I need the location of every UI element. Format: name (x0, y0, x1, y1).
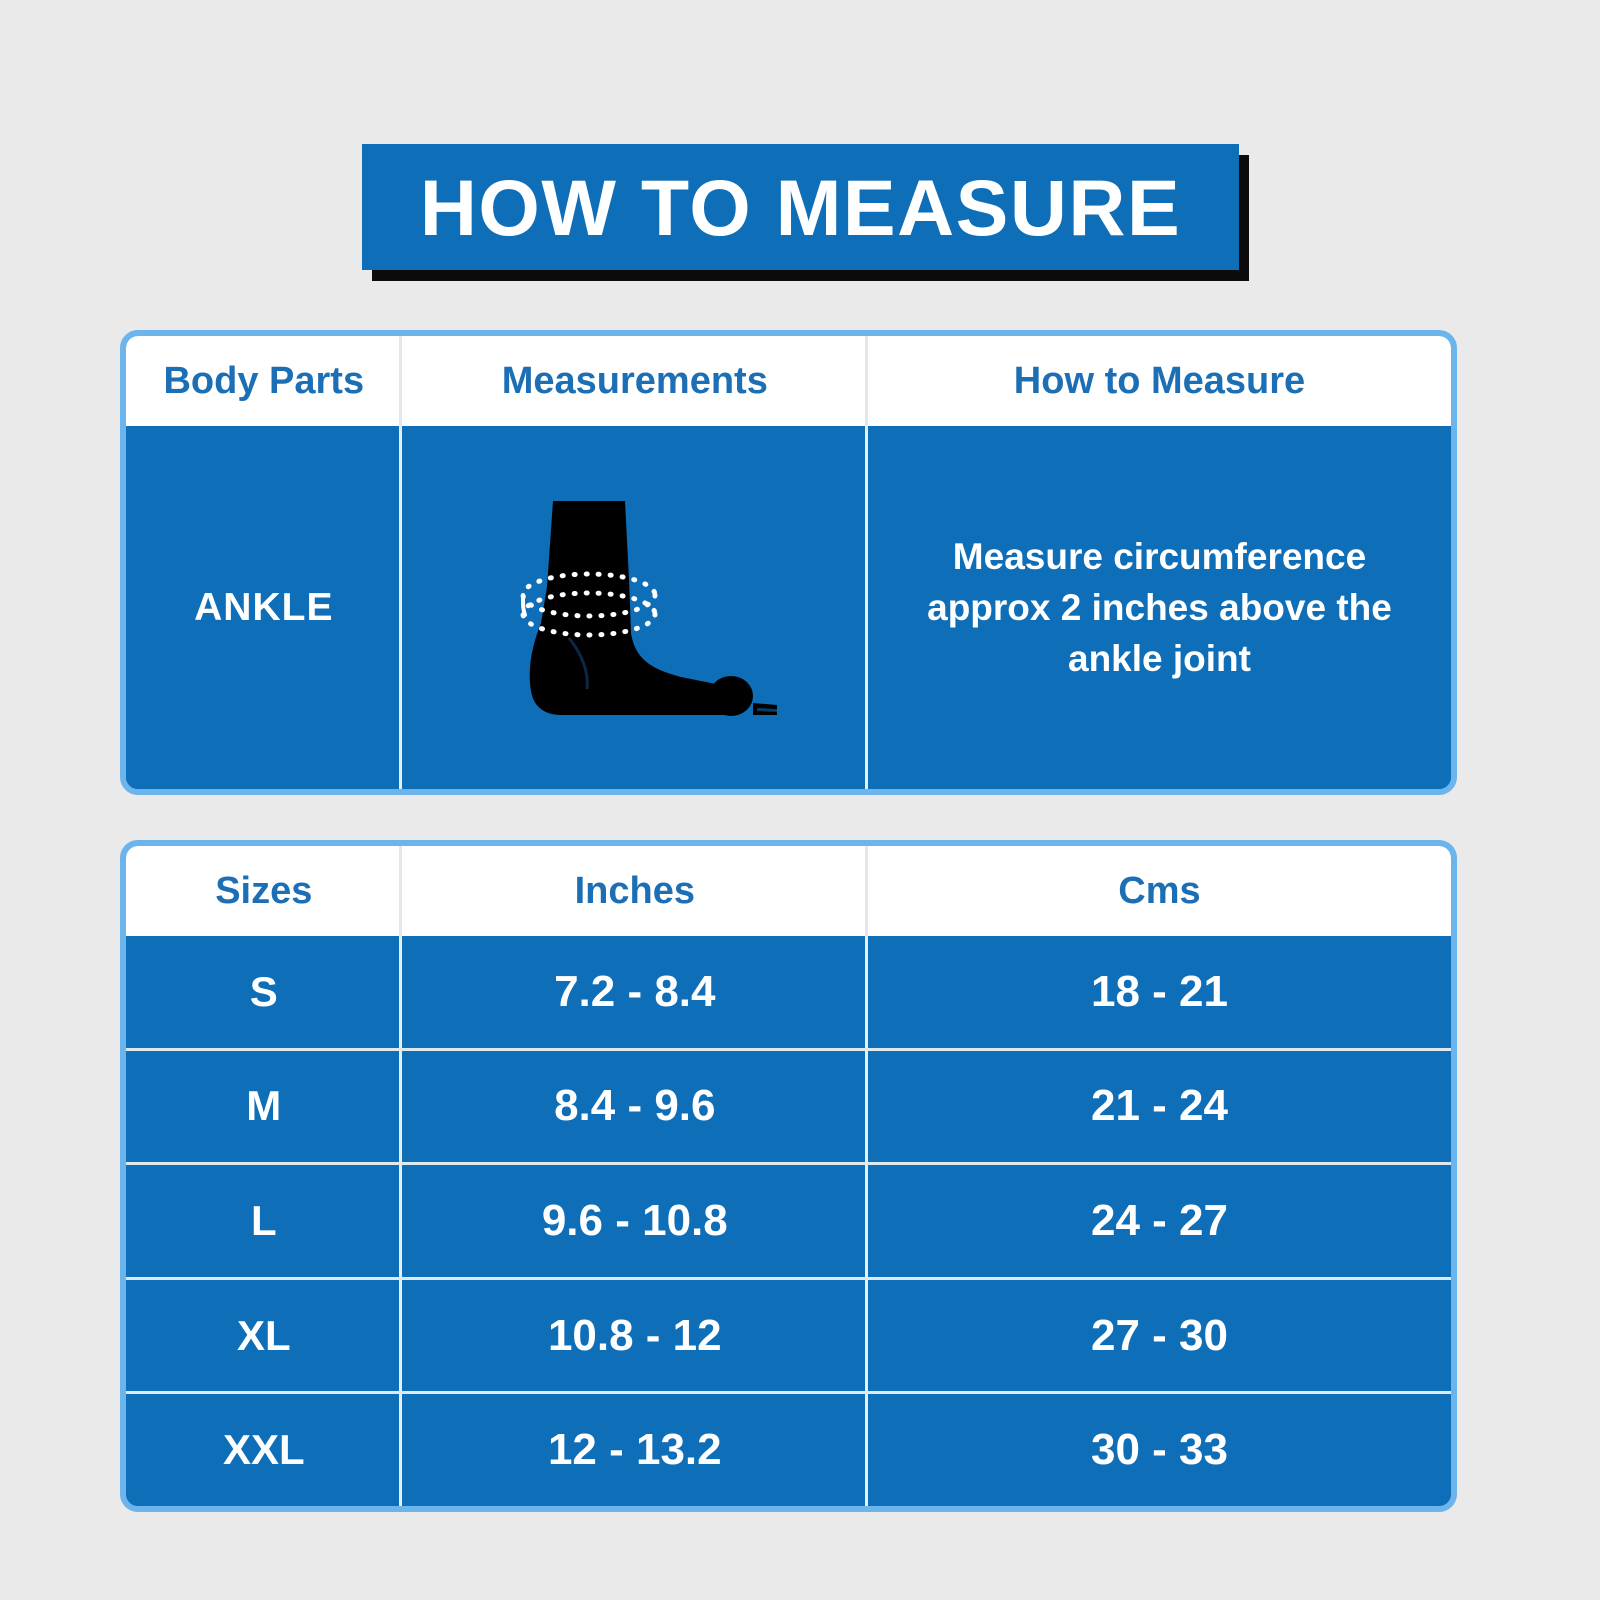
cms-value: 18 - 21 (1091, 966, 1228, 1016)
measuring-tape-dotted-band (520, 571, 658, 637)
cell-cms: 27 - 30 (868, 1280, 1451, 1392)
cell-cms: 21 - 24 (868, 1051, 1451, 1163)
measure-table: Body Parts Measurements How to Measure A… (126, 336, 1451, 789)
header-measurements: Measurements (402, 336, 869, 426)
cell-cms: 24 - 27 (868, 1165, 1451, 1277)
inches-value: 7.2 - 8.4 (554, 966, 716, 1016)
inches-value: 12 - 13.2 (547, 1425, 722, 1475)
size-chart-card: Sizes Inches Cms S 7.2 - 8.4 18 - 21 M 8… (120, 840, 1457, 1512)
header-sizes: Sizes (126, 846, 402, 936)
header-body-parts: Body Parts (126, 336, 402, 426)
size-label: XL (236, 1311, 291, 1359)
body-part-label: ANKLE (194, 585, 334, 629)
table-row: XXL 12 - 13.2 30 - 33 (126, 1391, 1451, 1506)
cell-size: XL (126, 1279, 402, 1392)
header-how-to-measure: How to Measure (1013, 359, 1306, 402)
size-label: L (250, 1196, 277, 1244)
cell-cms: 18 - 21 (868, 936, 1451, 1048)
table-row: L 9.6 - 10.8 24 - 27 (126, 1162, 1451, 1277)
cms-value: 30 - 33 (1091, 1425, 1228, 1475)
title-banner-fill: HOW TO MEASURE (362, 144, 1239, 270)
page-title: HOW TO MEASURE (419, 162, 1182, 252)
cms-value: 27 - 30 (1091, 1310, 1228, 1360)
cms-value: 24 - 27 (1091, 1195, 1228, 1245)
inches-value: 9.6 - 10.8 (541, 1195, 728, 1245)
size-label: S (249, 967, 278, 1015)
cell-size: L (126, 1165, 402, 1277)
table-row: XL 10.8 - 12 27 - 30 (126, 1276, 1451, 1392)
header-inches: Inches (402, 846, 869, 936)
cell-inches: 12 - 13.2 (402, 1394, 869, 1506)
size-table: Sizes Inches Cms S 7.2 - 8.4 18 - 21 M 8… (126, 846, 1451, 1506)
size-label: M (246, 1082, 282, 1130)
cell-inches: 10.8 - 12 (402, 1279, 869, 1392)
size-table-header-row: Sizes Inches Cms (126, 846, 1451, 936)
measure-table-header-row: Body Parts Measurements How to Measure (126, 336, 1451, 426)
table-row-ankle: ANKLE (126, 426, 1451, 789)
size-label: XXL (222, 1426, 305, 1474)
header-cms: Cms (1118, 869, 1201, 912)
table-row: M 8.4 - 9.6 21 - 24 (126, 1047, 1451, 1163)
ankle-foot-silhouette-icon (520, 500, 777, 716)
inches-value: 8.4 - 9.6 (554, 1081, 716, 1131)
cell-body-part: ANKLE (126, 426, 402, 789)
cell-inches: 9.6 - 10.8 (402, 1165, 869, 1277)
cell-illustration (402, 426, 869, 789)
how-to-measure-text: Measure circumference approx 2 inches ab… (927, 535, 1392, 680)
table-row: S 7.2 - 8.4 18 - 21 (126, 936, 1451, 1048)
cell-size: S (126, 936, 402, 1048)
cell-how-to-measure: Measure circumference approx 2 inches ab… (868, 426, 1451, 789)
cell-inches: 7.2 - 8.4 (402, 936, 869, 1048)
cms-value: 21 - 24 (1091, 1081, 1228, 1131)
cell-cms: 30 - 33 (868, 1394, 1451, 1506)
inches-value: 10.8 - 12 (547, 1310, 722, 1360)
cell-inches: 8.4 - 9.6 (402, 1050, 869, 1163)
cell-size: XXL (126, 1394, 402, 1506)
title-banner: HOW TO MEASURE (362, 144, 1249, 281)
cell-size: M (126, 1050, 402, 1163)
measure-instruction-card: Body Parts Measurements How to Measure A… (120, 330, 1457, 795)
